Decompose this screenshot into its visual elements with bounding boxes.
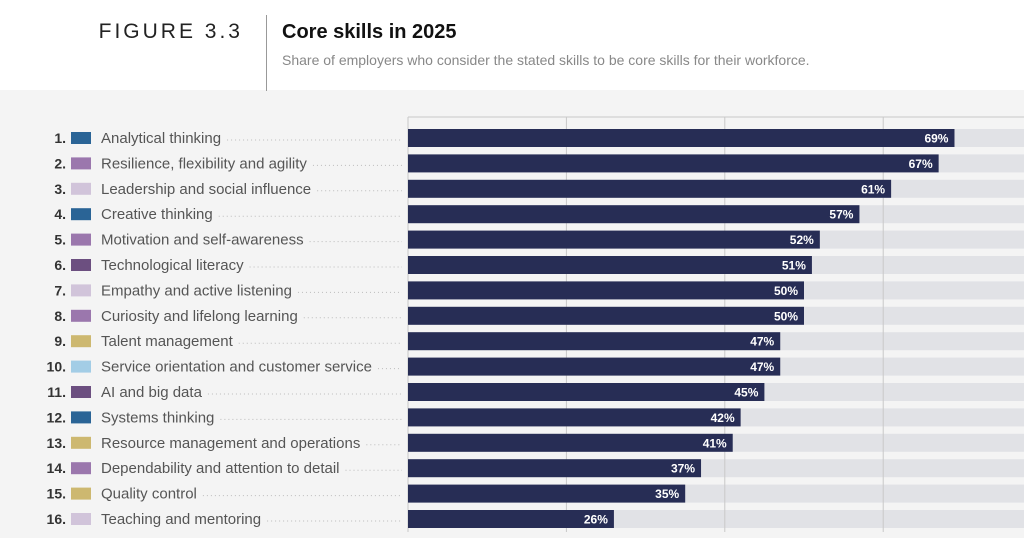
rank-number: 6. [54,257,66,273]
category-label: Systems thinking [101,409,214,426]
data-label: 52% [790,233,814,247]
rank-number: 10. [47,359,66,375]
rank-number: 9. [54,333,66,349]
figure-label: FIGURE 3.3 [98,20,243,43]
rank-number: 2. [54,155,66,171]
category-swatch [71,386,91,398]
category-swatch [71,208,91,221]
data-label: 51% [782,259,806,273]
data-label: 69% [924,132,948,146]
header-divider [266,15,267,91]
category-label: Quality control [101,486,197,503]
category-label: Technological literacy [101,257,244,274]
category-swatch [71,132,91,144]
rank-number: 8. [54,308,66,324]
category-swatch [71,233,91,246]
rank-number: 1. [54,130,66,146]
data-label: 35% [655,487,679,501]
data-label: 45% [734,386,758,400]
category-label: Talent management [101,333,234,350]
rank-number: 5. [54,232,66,248]
bar [408,281,804,300]
data-label: 42% [711,411,735,425]
data-label: 37% [671,462,695,476]
category-label: Creative thinking [101,206,213,223]
bar [408,510,614,528]
category-label: Service orientation and customer service [101,359,372,376]
category-swatch [71,259,91,271]
bar [408,256,812,274]
bar [408,205,860,224]
category-swatch [71,157,91,170]
data-label: 26% [584,513,608,527]
bar [408,129,955,147]
bar [408,230,820,249]
rank-number: 4. [54,206,66,222]
rank-number: 14. [47,460,66,476]
category-label: Leadership and social influence [101,181,311,198]
data-label: 50% [774,284,798,298]
data-label: 61% [861,182,885,196]
category-swatch [71,182,91,195]
category-swatch [71,309,91,322]
category-label: Empathy and active listening [101,282,292,299]
bar [408,383,765,401]
rank-number: 16. [47,511,66,527]
category-label: Motivation and self-awareness [101,232,304,249]
data-label: 50% [774,309,798,323]
category-label: Dependability and attention to detail [101,460,340,477]
category-swatch [71,360,91,373]
category-label: Resource management and operations [101,435,360,452]
bar [408,306,804,325]
category-label: AI and big data [101,384,203,401]
category-swatch [71,436,91,449]
data-label: 47% [750,360,774,374]
rank-number: 11. [47,384,66,400]
category-label: Resilience, flexibility and agility [101,155,307,172]
data-label: 41% [703,436,727,450]
data-label: 57% [829,208,853,222]
category-swatch [71,411,91,424]
bar [408,357,781,376]
rank-number: 3. [54,181,66,197]
category-swatch [71,335,91,348]
category-swatch [71,462,91,475]
bar [408,484,686,503]
rank-number: 7. [54,282,66,298]
bar [408,179,892,198]
category-swatch [71,513,91,525]
rank-number: 13. [47,435,66,451]
category-label: Analytical thinking [101,130,221,147]
bar [408,332,781,351]
bar [408,433,733,452]
category-swatch [71,284,91,297]
bar [408,154,939,173]
rank-number: 12. [47,409,66,425]
category-label: Curiosity and lifelong learning [101,308,298,325]
category-swatch [71,487,91,500]
figure-header: FIGURE 3.3 Core skills in 2025 Share of … [0,0,1024,91]
category-label: Teaching and mentoring [101,511,261,528]
bar [408,459,702,478]
rank-number: 15. [47,486,66,502]
data-label: 47% [750,335,774,349]
chart-subtitle: Share of employers who consider the stat… [282,52,810,68]
data-label: 67% [909,157,933,171]
chart-title: Core skills in 2025 [282,21,457,43]
bar [408,408,741,427]
